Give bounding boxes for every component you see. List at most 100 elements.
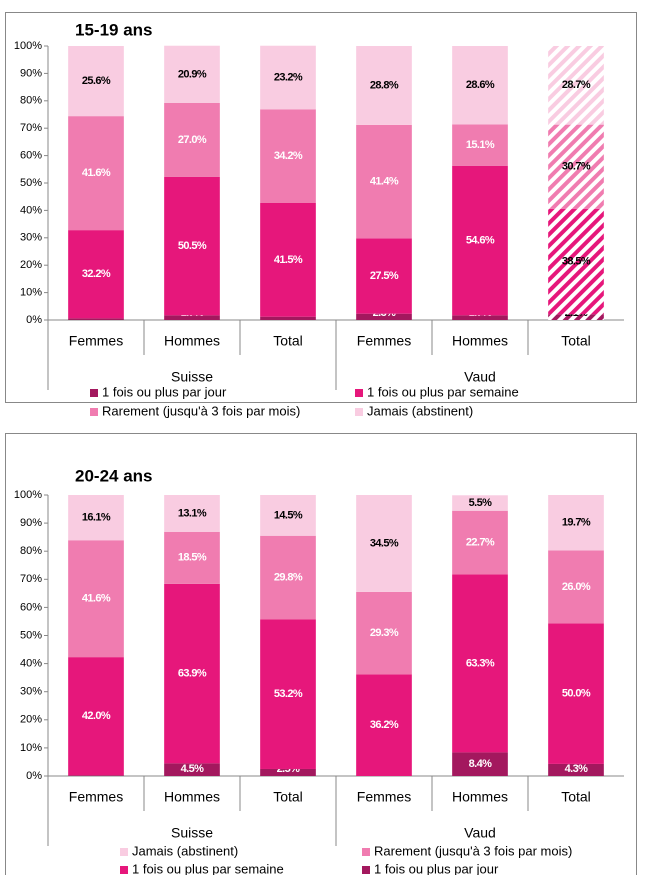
legend-label: Jamais (abstinent) xyxy=(367,403,473,418)
legend-swatch xyxy=(120,866,128,874)
legend-swatch xyxy=(90,389,98,397)
bar-segment xyxy=(548,763,604,776)
x-tick-label: Total xyxy=(561,333,591,349)
data-label: 50.0% xyxy=(562,688,591,700)
legend-label: 1 fois ou plus par semaine xyxy=(367,384,519,399)
y-tick-label: 100% xyxy=(14,40,42,52)
legend-swatch xyxy=(120,848,128,856)
data-label: 41.4% xyxy=(370,176,399,188)
bar-segment xyxy=(356,313,412,320)
data-label: 15.1% xyxy=(466,139,495,151)
data-label: 25.6% xyxy=(82,75,111,87)
bar-segment xyxy=(260,203,316,317)
bar-segment xyxy=(260,768,316,776)
data-label: 23.2% xyxy=(274,71,303,83)
data-label: 38.5% xyxy=(562,255,591,267)
data-label: 41.6% xyxy=(82,593,111,605)
y-tick-label: 20% xyxy=(20,714,42,726)
x-tick-label: Hommes xyxy=(164,333,220,349)
bar-segment xyxy=(164,495,220,532)
bar-segment xyxy=(164,176,220,316)
data-label: 28.8% xyxy=(370,79,399,91)
bar-segment xyxy=(260,495,316,536)
y-tick-label: 80% xyxy=(20,545,42,557)
data-label: 19.7% xyxy=(562,517,591,529)
x-tick-label: Hommes xyxy=(452,333,508,349)
data-label: 54.6% xyxy=(466,234,495,246)
bar-segment xyxy=(452,495,508,511)
x-tick-label: Hommes xyxy=(164,789,220,805)
data-label: 34.5% xyxy=(370,537,399,549)
x-tick-label: Total xyxy=(561,789,591,805)
bar-segment xyxy=(356,674,412,776)
data-label: 4.3% xyxy=(565,763,588,775)
y-tick-label: 70% xyxy=(20,573,42,585)
data-label: 22.7% xyxy=(466,537,495,549)
bar-segment xyxy=(548,495,604,551)
y-tick-label: 0% xyxy=(26,314,42,326)
bar-segment xyxy=(68,116,124,231)
bar-segment xyxy=(548,208,604,315)
chart-title: 20-24 ans xyxy=(75,466,153,485)
x-tick-label: Hommes xyxy=(452,789,508,805)
bar-segment xyxy=(164,45,220,103)
data-label: 27.0% xyxy=(178,134,207,146)
bar-segment xyxy=(452,752,508,776)
data-label: 53.2% xyxy=(274,688,303,700)
bar-segment xyxy=(452,510,508,575)
bar-segment xyxy=(68,318,124,320)
y-tick-label: 60% xyxy=(20,150,42,162)
y-tick-label: 50% xyxy=(20,629,42,641)
y-tick-label: 90% xyxy=(20,517,42,529)
bar-segment xyxy=(164,763,220,776)
bar-segment xyxy=(548,314,604,320)
bar-segment xyxy=(68,230,124,319)
legend-swatch xyxy=(362,866,370,874)
legend-label: Rarement (jusqu'à 3 fois par mois) xyxy=(102,403,300,418)
y-tick-label: 60% xyxy=(20,601,42,613)
data-label: 14.5% xyxy=(274,509,303,521)
bar-segment xyxy=(164,315,220,320)
bar-segment xyxy=(356,46,412,125)
group-label: Suisse xyxy=(171,369,213,385)
bar-segment xyxy=(260,109,316,204)
data-label: 36.2% xyxy=(370,719,399,731)
bar-segment xyxy=(68,46,124,117)
data-label: 13.1% xyxy=(178,507,207,519)
data-label: 16.1% xyxy=(82,512,111,524)
data-label: 20.9% xyxy=(178,68,207,80)
bar-segment xyxy=(260,535,316,620)
bar-segment xyxy=(452,165,508,316)
legend-swatch xyxy=(355,389,363,397)
data-label: 50.5% xyxy=(178,240,207,252)
y-tick-label: 100% xyxy=(14,489,42,501)
x-tick-label: Femmes xyxy=(69,333,123,349)
bar-segment xyxy=(260,316,316,320)
bar-segment xyxy=(452,315,508,320)
y-tick-label: 40% xyxy=(20,204,42,216)
bar-segment xyxy=(548,124,604,209)
data-label: 27.5% xyxy=(370,270,399,282)
y-tick-label: 90% xyxy=(20,67,42,79)
legend-swatch xyxy=(90,408,98,416)
y-tick-label: 20% xyxy=(20,259,42,271)
x-tick-label: Femmes xyxy=(357,789,411,805)
data-label: 63.3% xyxy=(466,657,495,669)
bar-segment xyxy=(164,531,220,584)
bar-segment xyxy=(548,623,604,764)
group-label: Vaud xyxy=(464,369,496,385)
data-label: 32.2% xyxy=(82,268,111,280)
bar-segment xyxy=(356,591,412,675)
group-label: Suisse xyxy=(171,825,213,841)
bar-segment xyxy=(164,102,220,177)
y-tick-label: 30% xyxy=(20,232,42,244)
data-label: 41.6% xyxy=(82,167,111,179)
data-label: 28.6% xyxy=(466,79,495,91)
legend-swatch xyxy=(362,848,370,856)
bar-segment xyxy=(260,619,316,769)
data-label: 5.5% xyxy=(469,497,492,509)
data-label: 28.7% xyxy=(562,79,591,91)
y-tick-label: 0% xyxy=(26,770,42,782)
data-label: 29.8% xyxy=(274,572,303,584)
